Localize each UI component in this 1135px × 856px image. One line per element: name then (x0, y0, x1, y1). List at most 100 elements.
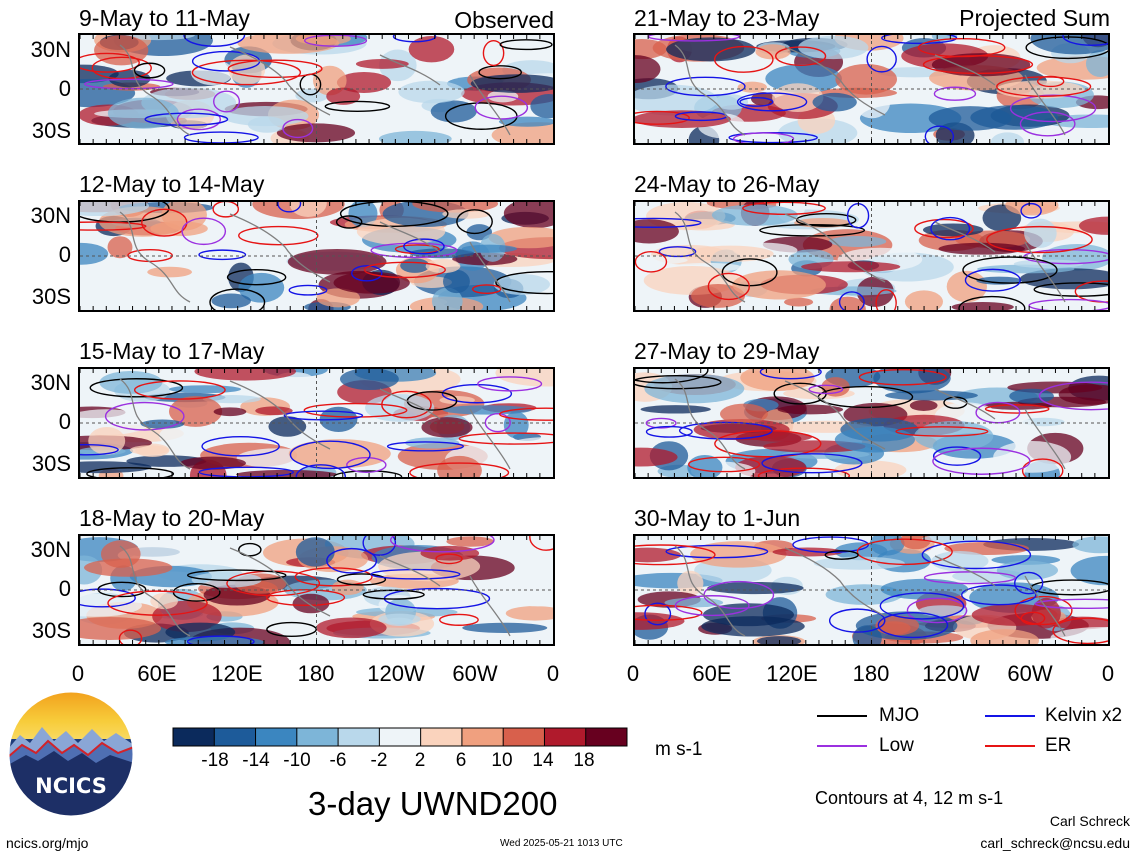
contour-line (226, 269, 287, 286)
contour-line (808, 384, 844, 395)
wind-anomaly-blob (147, 266, 192, 278)
wind-anomaly-blob (238, 272, 285, 303)
contour-line (484, 412, 511, 433)
contour-line (288, 284, 328, 296)
panel-title: 21-May to 23-May (634, 5, 820, 31)
colorbar-tick-label: 2 (414, 750, 426, 771)
contour-line (924, 125, 955, 143)
contour-line (665, 544, 769, 559)
footer-email[interactable]: carl_schreck@ncsu.edu (980, 835, 1130, 851)
contour-line (917, 37, 1006, 58)
wind-anomaly-blob (326, 87, 361, 105)
wind-anomaly-blob (671, 219, 735, 231)
contour-line (499, 39, 553, 51)
contour-line (1021, 458, 1064, 477)
coastline (674, 545, 1066, 637)
coastline (674, 378, 1066, 470)
colorbar-unit: m s-1 (655, 739, 703, 760)
wind-anomaly-blob (813, 556, 905, 570)
contour-line (984, 404, 1050, 414)
contour-line (736, 92, 808, 112)
contour-line (759, 223, 866, 237)
main-title: 3-day UWND200 (308, 785, 558, 822)
wind-anomaly-blob (635, 295, 658, 310)
contour-line (477, 376, 543, 392)
wind-anomaly-blob (461, 244, 517, 253)
contour-line (958, 295, 1026, 310)
contour-line (1034, 598, 1108, 610)
contour-line (529, 536, 553, 551)
contour-line (133, 62, 166, 79)
contour-line (757, 467, 850, 477)
map-panel (633, 367, 1110, 479)
wind-anomaly-blob (80, 242, 109, 265)
coastline (119, 44, 511, 136)
contour-line (176, 108, 222, 131)
wind-anomaly-blob (409, 248, 475, 259)
lat-label: 30N (30, 370, 71, 395)
wind-anomaly-blob (784, 297, 814, 307)
wind-anomaly-blob (1073, 414, 1108, 444)
logo-text: NCICS (35, 774, 107, 798)
contour-line (213, 90, 241, 113)
colorbar-swatch (296, 728, 339, 746)
lat-label: 0 (58, 76, 71, 101)
lon-label: 120E (766, 661, 818, 686)
contour-line (363, 261, 446, 279)
contour-line (1020, 202, 1042, 219)
wind-anomaly-blob (772, 83, 824, 112)
wind-anomaly-blob (503, 411, 529, 439)
contour-line (295, 464, 346, 477)
contour-line (932, 447, 1031, 475)
lon-label: 60E (692, 661, 732, 686)
wind-anomaly-blob (276, 123, 356, 143)
wind-anomaly-blob (288, 439, 391, 469)
lat-label: 30S (31, 618, 71, 643)
contour-line (333, 470, 403, 477)
wind-field-map (635, 536, 1108, 644)
contour-line (304, 35, 368, 47)
footer-timestamp: Wed 2025-05-21 1013 UTC (500, 838, 623, 849)
lat-label: 30S (31, 118, 71, 143)
wind-anomaly-blob (530, 94, 553, 119)
colorbar-swatch (461, 728, 504, 746)
contour-line (238, 542, 262, 557)
contour-line (80, 443, 119, 456)
wind-anomaly-blob (398, 80, 465, 104)
contour-line (104, 401, 185, 431)
lon-label: 60W (452, 661, 498, 686)
contour-line (739, 96, 774, 107)
wind-anomaly-blob (430, 100, 477, 123)
contour-line (858, 369, 947, 386)
legend-label-kelvin: Kelvin x2 (1045, 705, 1123, 726)
wind-anomaly-blob (635, 219, 679, 244)
contour-line (1038, 381, 1108, 411)
wind-anomaly-blob (194, 369, 297, 381)
lon-label: 0 (626, 661, 640, 686)
lon-label: 0 (546, 661, 560, 686)
wind-anomaly-blob (164, 636, 265, 644)
wind-anomaly-blob (431, 287, 463, 310)
contour-line (458, 432, 553, 445)
wind-anomaly-blob (873, 369, 951, 394)
lon-label: 180 (297, 661, 335, 686)
wind-anomaly-blob (140, 419, 185, 429)
panel-title: 27-May to 29-May (634, 338, 820, 364)
colorbar-tick-label: -2 (370, 750, 388, 771)
contour-line (439, 613, 479, 626)
contour-line (86, 467, 175, 477)
wind-anomaly-blob (120, 35, 195, 41)
wind-anomaly-blob (777, 404, 844, 415)
coastline (674, 44, 1066, 136)
contour-line (80, 52, 140, 73)
wind-anomaly-blob (295, 537, 335, 567)
wind-anomaly-blob (80, 409, 151, 435)
wind-anomaly-blob (202, 395, 261, 404)
map-panel (633, 33, 1110, 145)
footer-url[interactable]: ncics.org/mjo (6, 835, 89, 851)
contour-line (144, 112, 229, 126)
contour-line (403, 238, 445, 255)
wind-anomaly-blob (80, 593, 142, 617)
legend-swatches (817, 715, 1035, 747)
contour-line (362, 536, 397, 556)
